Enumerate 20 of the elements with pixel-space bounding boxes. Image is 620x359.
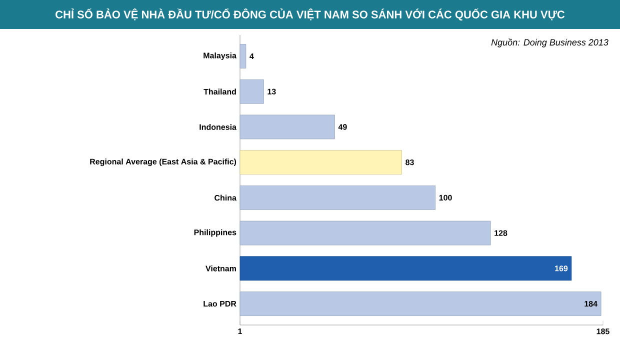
data-label: 4 [250,53,254,59]
x-tick-label: 1 [238,328,242,334]
data-label: 49 [338,124,347,130]
y-tick-label: China [214,194,237,201]
chart-title: CHỈ SỐ BẢO VỆ NHÀ ĐẦU TƯ/CỔ ĐÔNG CỦA VIỆT NAM SO SÁNH VỚI CÁC QUỐC GIA KHU VỰC [56,8,565,21]
y-tick-label: Regional Average (East Asia & Pacific) [90,158,236,166]
y-tick-label: Indonesia [200,124,237,130]
data-label: 128 [494,230,508,236]
data-label: 184 [584,300,598,307]
y-tick-label: Vietnam [206,265,236,272]
data-label: 83 [406,159,414,166]
x-tick-label: 185 [596,328,610,334]
data-label: 100 [439,194,452,201]
data-label: 169 [555,266,568,272]
y-tick-label: Philippines [194,229,236,237]
data-label: 13 [268,88,276,94]
y-tick-label: Thailand [204,88,236,95]
y-tick-label: Lao PDR [204,300,236,307]
y-tick-label: Malaysia [204,52,237,60]
annotation: Nguồn: Doing Business 2013 [491,38,608,48]
